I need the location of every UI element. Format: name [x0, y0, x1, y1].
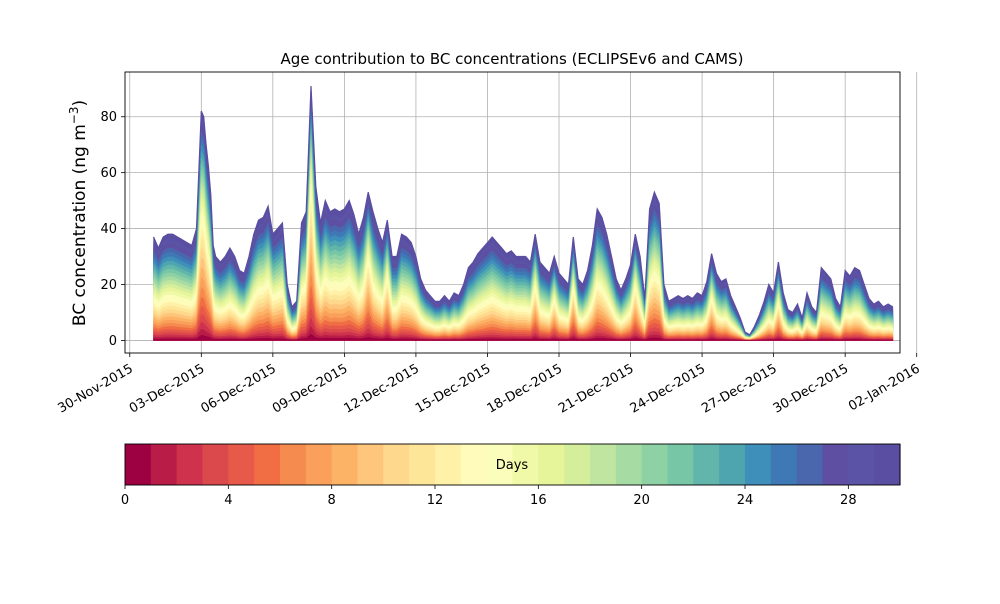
colorbar-tick-label: 0: [121, 493, 129, 508]
x-tick-label: 21-Dec-2015: [556, 361, 636, 416]
colorbar-tick-label: 8: [328, 493, 336, 508]
colorbar-segment-2: [176, 444, 204, 485]
age-bin-area-1: [153, 325, 894, 341]
total-series-line: [153, 85, 894, 336]
colorbar-segment-11: [409, 444, 436, 485]
colorbar-segment-15: [512, 444, 539, 485]
y-tick-label: 20: [100, 278, 117, 293]
colorbar-segment-17: [564, 444, 591, 485]
x-tick-label: 30-Nov-2015: [55, 361, 135, 416]
colorbar-segment-22: [693, 444, 720, 485]
colorbar-segment-27: [822, 444, 849, 485]
colorbar-segment-26: [796, 444, 824, 485]
colorbar-segment-28: [848, 444, 875, 485]
colorbar-tick-label: 16: [530, 493, 547, 508]
colorbar-segment-19: [615, 444, 643, 485]
colorbar-segment-29: [874, 444, 901, 485]
colorbar-segment-18: [590, 444, 617, 485]
colorbar-segment-16: [538, 444, 565, 485]
y-axis-label: BC concentration (ng m−3): [67, 100, 90, 326]
age-bin-area-2: [153, 317, 894, 341]
y-tick-label: 80: [100, 110, 117, 125]
x-tick-label: 02-Jan-2016: [846, 361, 923, 414]
x-tick-label: 18-Dec-2015: [485, 361, 565, 416]
colorbar-segment-13: [460, 444, 488, 485]
colorbar-tick-label: 12: [427, 493, 444, 508]
colorbar-frame: [124, 443, 901, 486]
colorbar-segment-12: [435, 444, 462, 485]
x-tick-label: 27-Dec-2015: [699, 361, 779, 416]
colorbar-segment-1: [150, 444, 178, 485]
colorbar-segment-20: [641, 444, 669, 485]
colorbar-segment-5: [254, 444, 281, 485]
y-tick-label: 40: [100, 222, 117, 237]
x-tick-label: 03-Dec-2015: [127, 361, 207, 416]
x-tick-label: 15-Dec-2015: [413, 361, 493, 416]
colorbar-segment-21: [667, 444, 694, 485]
x-tick-label: 24-Dec-2015: [628, 361, 708, 416]
plot-frame: [124, 71, 901, 354]
chart-title: Age contribution to BC concentrations (E…: [281, 50, 744, 68]
x-axis: 30-Nov-201503-Dec-201506-Dec-201509-Dec-…: [55, 353, 923, 417]
colorbar-segment-4: [228, 444, 255, 485]
x-tick-label: 06-Dec-2015: [198, 361, 278, 416]
colorbar-segment-25: [770, 444, 798, 485]
colorbar-segment-10: [383, 444, 410, 485]
colorbar-segment-24: [745, 444, 772, 485]
colorbar-ticks: 0 4 8 12 16 20 24 28: [121, 485, 857, 508]
colorbar-segment-7: [305, 444, 333, 485]
age-bin-area-0: [153, 333, 894, 341]
colorbar-label: Days: [496, 458, 529, 473]
y-tick-label: 0: [109, 334, 117, 349]
colorbar-tick-label: 4: [224, 493, 232, 508]
y-tick-label: 60: [100, 166, 117, 181]
colorbar-segment-0: [125, 444, 152, 485]
age-bin-area-3: [153, 308, 894, 341]
colorbar-segment-8: [331, 444, 359, 485]
colorbar-tick-label: 28: [840, 493, 857, 508]
colorbar-tick-label: 24: [737, 493, 754, 508]
age-bin-areas: [153, 85, 894, 341]
y-axis: 0 20 40 60 80: [100, 110, 125, 349]
colorbar-segment-14: [486, 444, 514, 485]
x-tick-label: 09-Dec-2015: [270, 361, 350, 416]
colorbar-segment-6: [280, 444, 307, 485]
colorbar-tick-label: 20: [633, 493, 650, 508]
x-tick-label: 12-Dec-2015: [342, 361, 422, 416]
colorbar-segment-9: [357, 444, 384, 485]
colorbar-segment-3: [202, 444, 229, 485]
colorbar-segment-23: [719, 444, 746, 485]
colorbar: [125, 444, 901, 485]
x-tick-label: 30-Dec-2015: [771, 361, 851, 416]
